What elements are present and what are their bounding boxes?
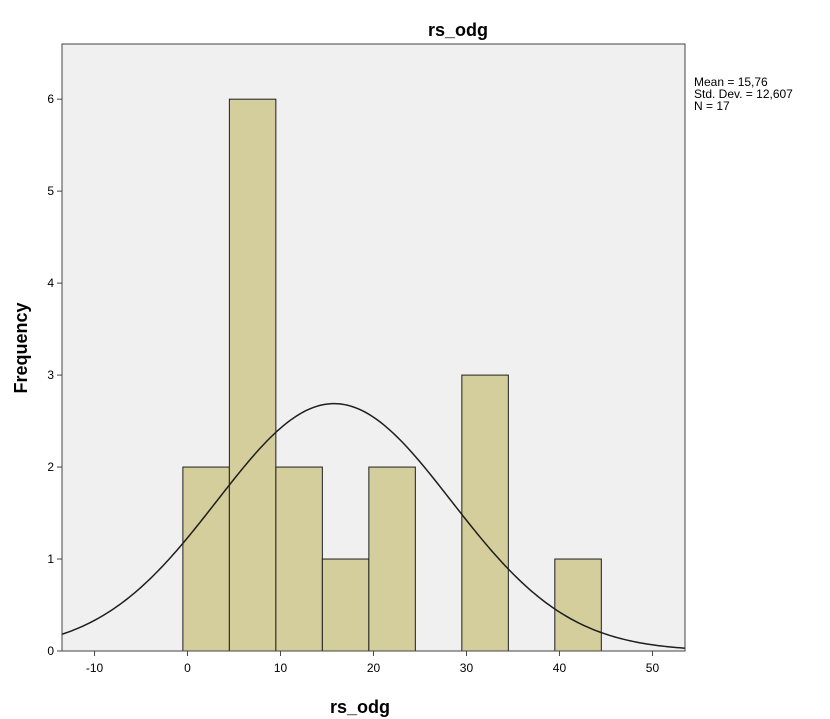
x-tick-label: 40 bbox=[553, 661, 567, 675]
bars-group bbox=[182, 98, 602, 652]
stats-box: Mean = 15,76 Std. Dev. = 12,607 N = 17 bbox=[694, 76, 793, 112]
chart-title: rs_odg bbox=[428, 20, 488, 40]
x-tick-label: 30 bbox=[460, 661, 474, 675]
y-tick-label: 5 bbox=[47, 184, 54, 198]
y-tick-label: 2 bbox=[47, 460, 54, 474]
histogram-bar-3 bbox=[321, 558, 370, 652]
x-tick-label: 50 bbox=[646, 661, 660, 675]
y-tick-label: 1 bbox=[47, 552, 54, 566]
x-tick-label: 20 bbox=[367, 661, 381, 675]
y-tick-label: 4 bbox=[47, 276, 54, 290]
y-tick-label: 0 bbox=[47, 644, 54, 658]
histogram-bar-6 bbox=[554, 558, 602, 652]
y-axis-label: Frequency bbox=[11, 302, 31, 393]
stats-mean: Mean = 15,76 bbox=[694, 75, 768, 89]
x-axis: -10 0 10 20 30 40 50 bbox=[86, 651, 660, 675]
y-tick-label: 6 bbox=[47, 92, 54, 106]
x-tick-label: 0 bbox=[184, 661, 191, 675]
histogram-bar-4 bbox=[368, 466, 416, 652]
stats-n: N = 17 bbox=[694, 99, 730, 113]
x-tick-label: 10 bbox=[274, 661, 288, 675]
histogram-bar-5 bbox=[461, 374, 509, 652]
histogram-bar-0 bbox=[182, 466, 230, 652]
normal-curve bbox=[61, 402, 686, 649]
x-axis-label: rs_odg bbox=[330, 697, 390, 717]
histogram-bar-2 bbox=[275, 466, 323, 652]
x-tick-label: -10 bbox=[86, 661, 104, 675]
y-tick-label: 3 bbox=[47, 368, 54, 382]
stats-std-dev: Std. Dev. = 12,607 bbox=[694, 87, 793, 101]
histogram-bar-1 bbox=[228, 98, 277, 652]
y-axis: 0 1 2 3 4 5 6 bbox=[47, 92, 62, 658]
